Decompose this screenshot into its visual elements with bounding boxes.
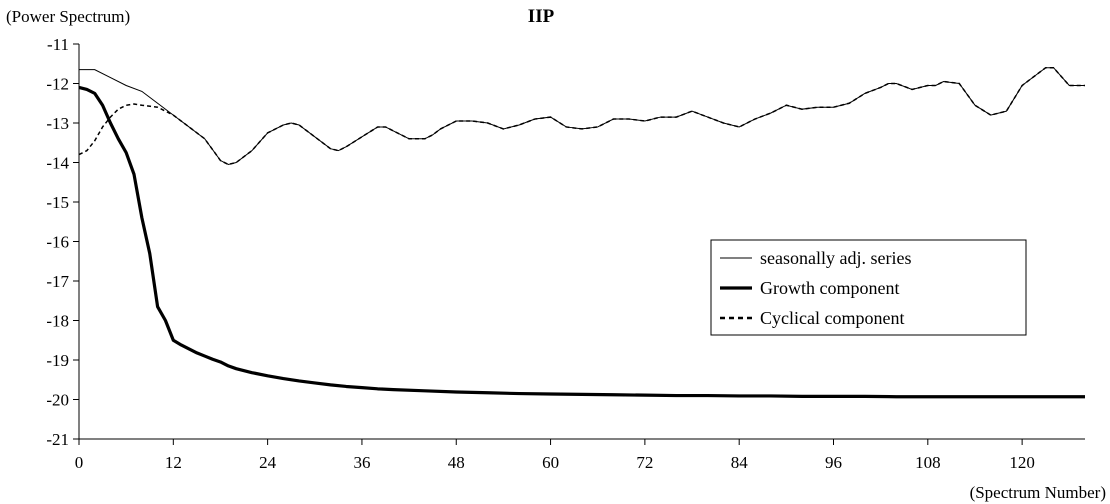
axes: -11 -12 -13 -14 -15 -16 -17 -18 -19 -20 -21 0 12 24 36… xyxy=(46,35,1085,472)
x-tick-label: 84 xyxy=(731,453,749,472)
series-line-1 xyxy=(79,67,1085,166)
y-tick-label: -11 xyxy=(47,35,69,54)
legend-box xyxy=(710,239,1027,336)
y-tick-label: -18 xyxy=(46,312,69,331)
y-tick-label: -15 xyxy=(46,193,69,212)
x-tick-label: 96 xyxy=(825,453,842,472)
x-tick-label: 72 xyxy=(636,453,653,472)
y-tick-label: -21 xyxy=(46,430,69,449)
series-line-2 xyxy=(78,85,1085,399)
series-line-3 xyxy=(78,66,1085,166)
x-tick-label: 48 xyxy=(448,453,465,472)
y-tick-label: -13 xyxy=(46,114,69,133)
legend: seasonally adj. series Growth component Cy… xyxy=(710,239,1027,336)
x-tick-label: 24 xyxy=(259,453,277,472)
legend-label-1: seasonally adj. series xyxy=(760,248,911,268)
y-tick-label: -14 xyxy=(46,154,69,173)
chart-title: IIP xyxy=(528,6,555,27)
x-tick-label: 120 xyxy=(1009,453,1035,472)
y-tick-label: -16 xyxy=(46,233,69,252)
x-axis-label: (Spectrum Number) xyxy=(970,483,1106,502)
x-tick-label: 36 xyxy=(353,453,370,472)
y-tick-label: -12 xyxy=(46,75,69,94)
y-tick-label: -19 xyxy=(46,351,69,370)
x-tick-label: 108 xyxy=(915,453,941,472)
y-tick-label: -20 xyxy=(46,391,69,410)
x-tick-label: 60 xyxy=(542,453,559,472)
y-tick-label: -17 xyxy=(46,272,69,291)
legend-label-2: Growth component xyxy=(760,278,899,298)
series-layer xyxy=(78,66,1085,399)
y-axis-label: (Power Spectrum) xyxy=(6,7,130,26)
legend-label-3: Cyclical component xyxy=(760,308,904,328)
x-tick-label: 0 xyxy=(75,453,84,472)
x-tick-label: 12 xyxy=(165,453,182,472)
